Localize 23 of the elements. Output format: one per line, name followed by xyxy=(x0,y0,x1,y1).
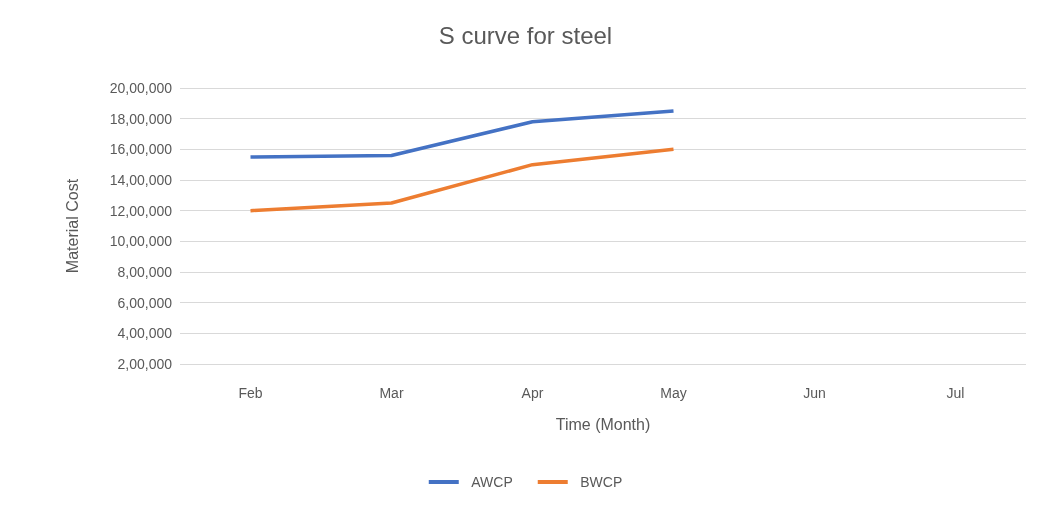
y-tick-label: 14,00,000 xyxy=(109,172,173,188)
line-series xyxy=(248,147,676,213)
line-series xyxy=(248,109,676,159)
y-tick-label: 4,00,000 xyxy=(117,325,173,342)
x-tick-label: Apr xyxy=(521,385,544,401)
x-tick-label: May xyxy=(660,385,687,401)
y-tick-label: 18,00,000 xyxy=(109,110,173,127)
x-tick-label: Mar xyxy=(379,385,404,401)
y-tick-label: 16,00,000 xyxy=(109,141,173,158)
y-tick-label: 8,00,000 xyxy=(117,264,173,280)
y-axis-title: Material Cost xyxy=(63,178,81,274)
chart-title: S curve for steel xyxy=(438,21,613,49)
legend-label: BWCP xyxy=(580,474,623,490)
x-tick-label: Jul xyxy=(946,385,965,401)
y-tick-label: 2,00,000 xyxy=(117,356,173,372)
y-tick-label: 20,00,000 xyxy=(109,80,173,96)
y-tick-label: 12,00,000 xyxy=(109,202,173,219)
legend-label: AWCP xyxy=(471,474,513,490)
y-tick-label: 6,00,000 xyxy=(117,294,173,311)
x-axis-title: Time (Month) xyxy=(555,415,651,433)
x-tick-label: Jun xyxy=(803,385,826,401)
x-tick-label: Feb xyxy=(238,385,263,401)
y-tick-label: 10,00,000 xyxy=(109,233,173,250)
